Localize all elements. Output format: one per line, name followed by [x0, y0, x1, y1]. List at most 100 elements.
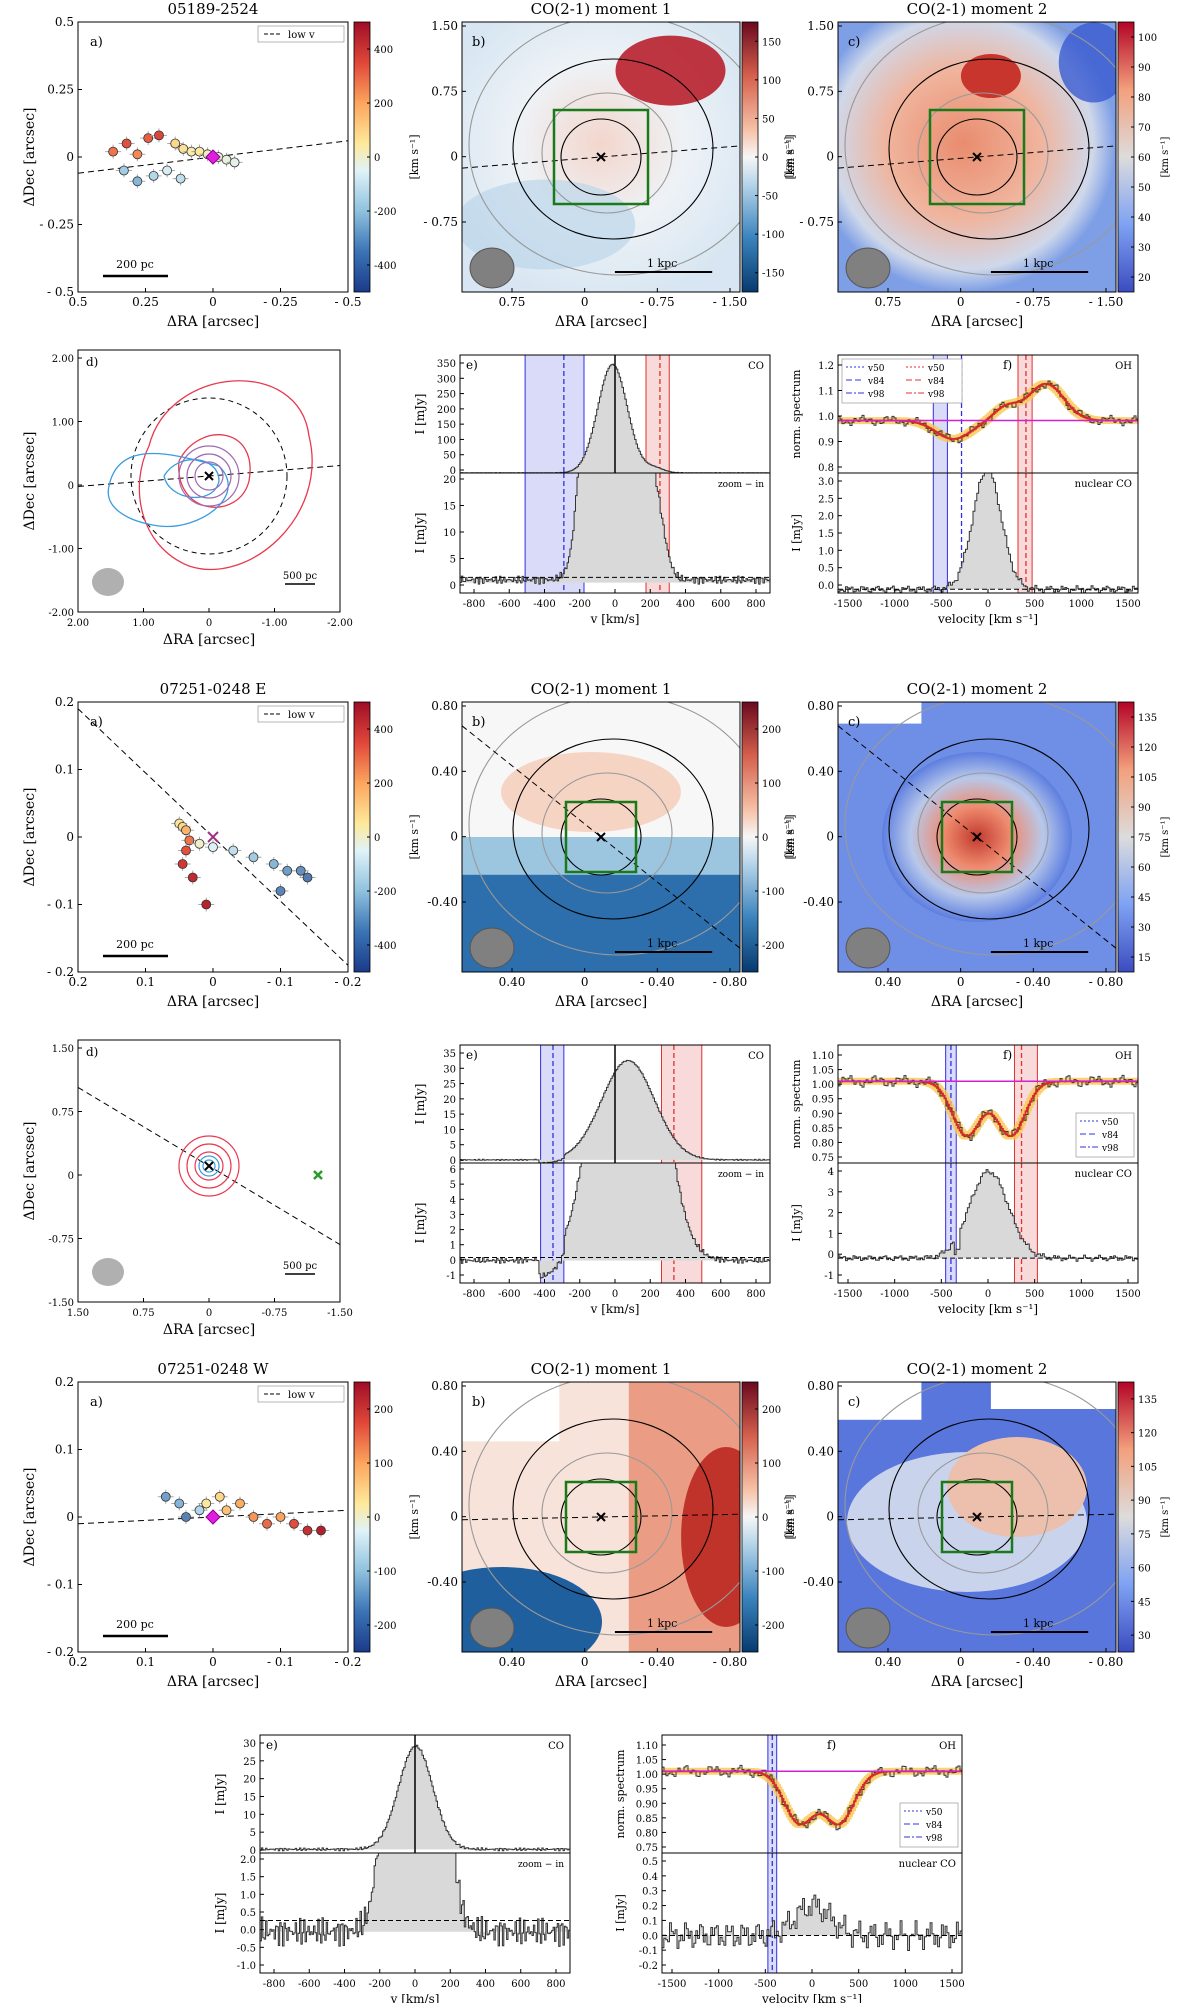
x-tick-label: 600: [711, 1289, 730, 1300]
legend-text: v84: [867, 377, 885, 387]
panel-title: CO(2-1) moment 2: [907, 1360, 1048, 1378]
nucleus-marker: [972, 152, 982, 162]
y-tick-label: 0.95: [636, 1785, 658, 1796]
data-point: [108, 146, 118, 157]
y-tick-label: 1.5: [240, 1873, 256, 1884]
y-tick-label: 1.05: [636, 1756, 658, 1767]
contour: [512, 738, 714, 920]
x-tick-label: -1.50: [327, 1308, 353, 1319]
data-point: [282, 865, 293, 876]
legend-text: v98: [925, 1834, 943, 1844]
x-axis-label: ΔRA [arcsec]: [167, 1674, 259, 1690]
scale-bar-label: 1 kpc: [647, 1617, 677, 1630]
colorbar-tick-label: 90: [1138, 1496, 1151, 1507]
panel-label: b): [472, 35, 485, 50]
y-axis-label: I [mJy]: [413, 1084, 427, 1125]
x-tick-label: - 0.1: [267, 975, 294, 989]
y-tick-label: 1.10: [636, 1741, 658, 1752]
y-tick-label: 100: [437, 435, 456, 446]
spectrum-fill: [460, 473, 770, 585]
y-tick-label: -1: [824, 1271, 834, 1282]
data-point: [121, 138, 132, 149]
velocity-band: [1014, 1163, 1038, 1283]
x-tick-label: 0: [206, 618, 212, 629]
y-tick-label: 6: [450, 1165, 456, 1176]
nucleus-marker: [204, 1161, 214, 1171]
colorbar-tick-label: 105: [1138, 773, 1157, 784]
x-tick-label: 200: [641, 1289, 660, 1300]
data-point: [201, 899, 212, 910]
y-tick-label: 0.95: [812, 1095, 834, 1106]
panel-label: b): [472, 715, 485, 730]
x-axis-label: velocity [km s⁻¹]: [761, 1992, 862, 2003]
nucleus-marker: [972, 1512, 982, 1522]
contour: [541, 92, 673, 214]
x-tick-label: 1.50: [67, 1308, 89, 1319]
panel-tag: CO: [548, 1741, 564, 1752]
panel-label: c): [848, 1395, 860, 1410]
blank-region: [462, 1382, 560, 1442]
data-point: [181, 1512, 191, 1522]
nucleus-marker: [596, 152, 606, 162]
x-tick-label: 200: [441, 1979, 460, 1990]
y-tick-label: 0.2: [55, 695, 74, 709]
map-content: 1 kpc: [838, 702, 1116, 972]
x-tick-label: -800: [463, 599, 485, 610]
y-tick-label: 0.75: [812, 1153, 834, 1164]
data-point: [221, 1505, 232, 1516]
y-tick-label: 0.1: [55, 763, 74, 777]
y-tick-label: -2.00: [48, 608, 74, 619]
y-tick-label: -1.00: [48, 545, 74, 556]
x-tick-label: 1500: [939, 1979, 964, 1990]
y-axis-label: ΔDec [arcsec]: [22, 1467, 38, 1566]
data-point: [154, 130, 164, 141]
colorbar-tick-label: -200: [762, 1621, 784, 1632]
red-contour: [194, 1151, 224, 1181]
y-axis-label: I [mJy]: [614, 1894, 627, 1931]
contour: [936, 798, 1018, 876]
spectrum-fill: [662, 1895, 962, 1951]
data-point: [201, 1498, 212, 1509]
scale-bar-label: 200 pc: [116, 1618, 154, 1631]
y-tick-label: - 0.75: [423, 215, 458, 229]
colorbar-tick-label: 100: [762, 76, 781, 87]
panel-tag: CO: [748, 1051, 764, 1062]
x-tick-label: 1500: [1115, 1289, 1140, 1300]
colorbar-unit: [km s⁻¹]: [784, 136, 795, 177]
y-tick-label: 0.80: [807, 699, 834, 713]
y-tick-label: 3.0: [818, 477, 834, 488]
x-tick-label: 0: [581, 975, 589, 989]
y-tick-label: -0.40: [427, 895, 458, 909]
scale-bar-label: 500 pc: [283, 571, 318, 582]
x-tick-label: - 0.80: [713, 975, 748, 989]
y-tick-label: 0.75: [636, 1843, 658, 1854]
y-tick-label: 3: [828, 1188, 834, 1199]
unit-label: [km s⁻¹]: [408, 134, 421, 179]
contour: [888, 1418, 1090, 1600]
x-tick-label: 1000: [1069, 599, 1094, 610]
y-tick-label: 0.80: [807, 1379, 834, 1393]
data-point: [229, 157, 240, 168]
x-tick-label: 1000: [893, 1979, 918, 1990]
x-axis-label: ΔRA [arcsec]: [555, 314, 647, 330]
nucleus-marker: [596, 1512, 606, 1522]
x-tick-label: 0: [209, 295, 217, 309]
y-tick-label: 0.5: [240, 1908, 256, 1919]
y-tick-label: 0.0: [642, 1931, 658, 1942]
blueshifted-region: [462, 179, 636, 270]
velocity-band: [1018, 473, 1033, 593]
colorbar-unit: [km s⁻¹]: [784, 816, 795, 857]
redshifted-region: [681, 1447, 740, 1627]
colorbar-tick-label: 15: [1138, 953, 1151, 964]
colorbar-tick-label: 60: [1138, 153, 1151, 164]
legend-text: v98: [867, 390, 885, 400]
beam: [845, 247, 891, 289]
spectrum-fill: [838, 473, 1138, 593]
y-tick-label: 1: [828, 1229, 834, 1240]
y-axis-label: I [mJy]: [213, 1774, 227, 1815]
y-tick-label: 250: [437, 390, 456, 401]
blank-region: [838, 702, 922, 724]
x-tick-label: - 0.40: [640, 1655, 675, 1669]
y-tick-label: 20: [243, 1775, 256, 1786]
y-tick-label: -1: [446, 1271, 456, 1282]
